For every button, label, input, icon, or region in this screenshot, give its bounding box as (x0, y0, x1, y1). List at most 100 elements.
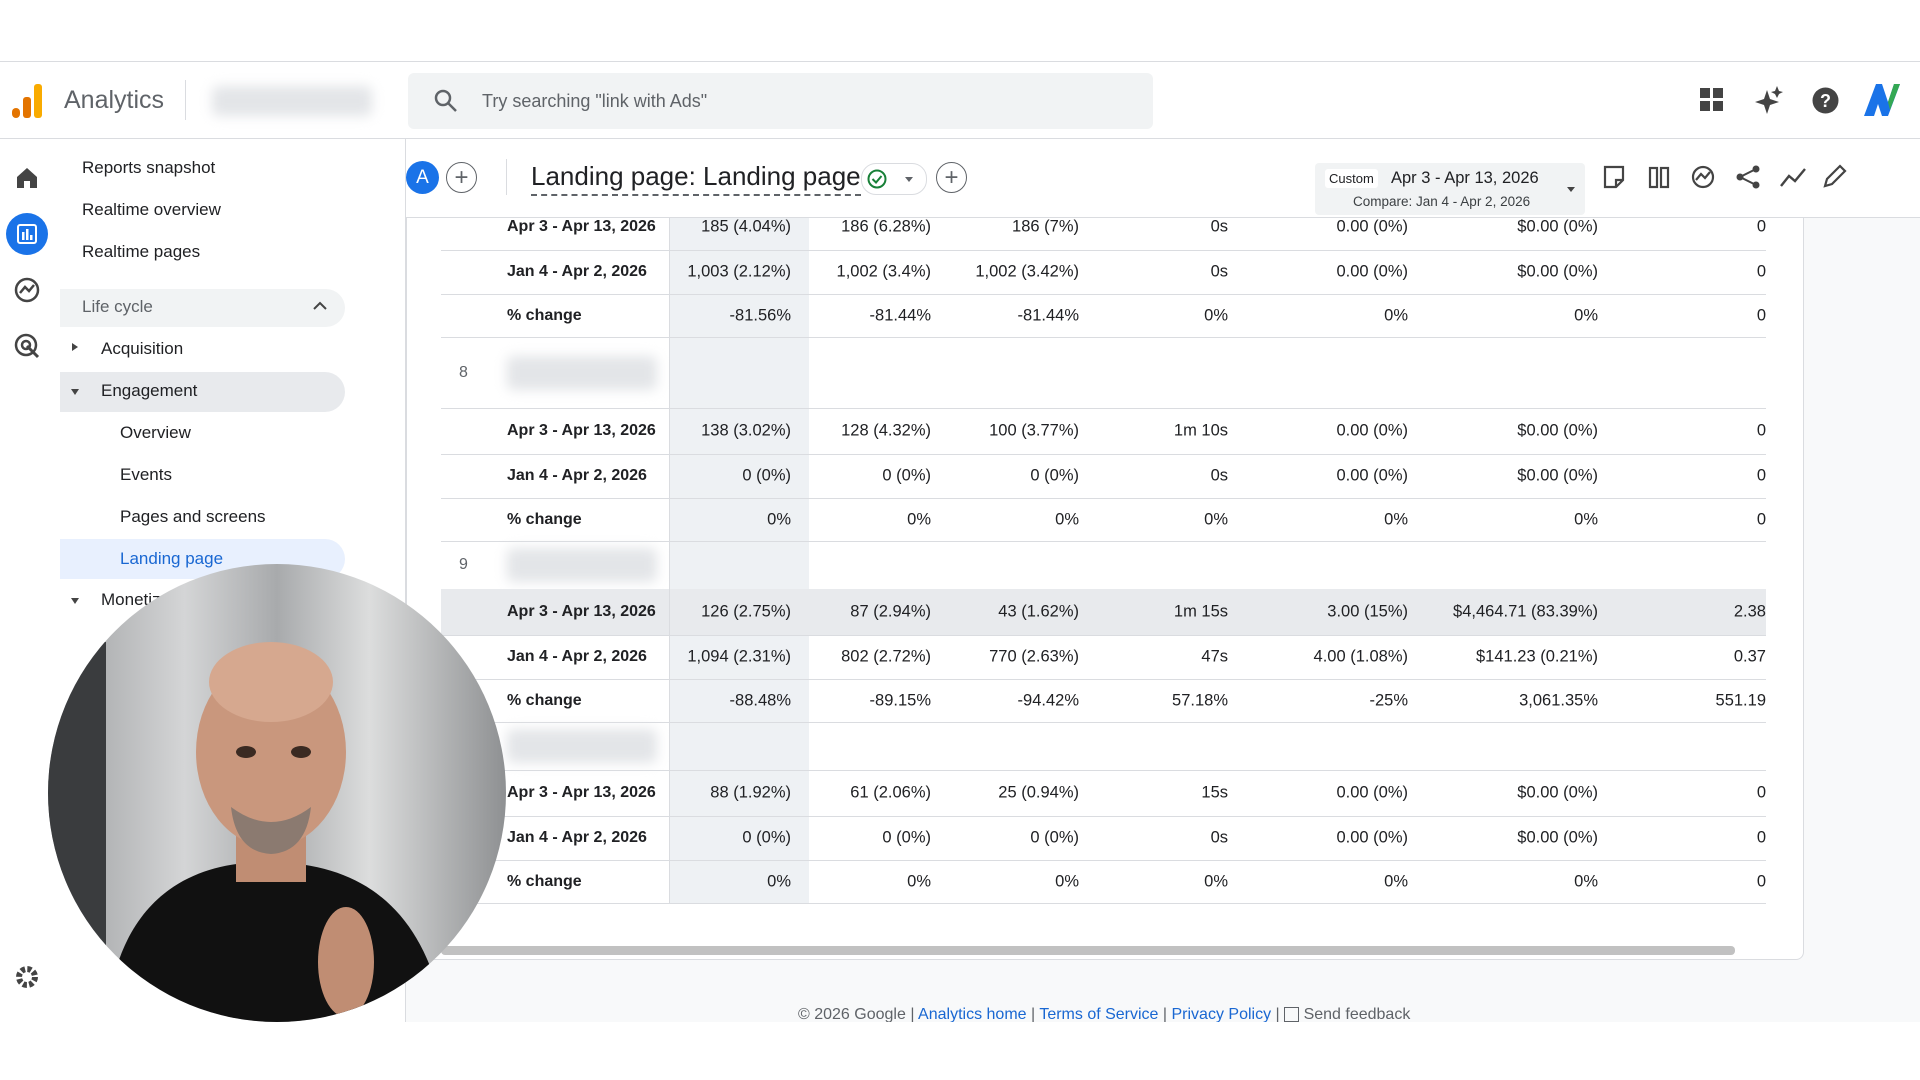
cell: $0.00 (0%) (1517, 783, 1598, 802)
group-header-row: 9 (441, 541, 1766, 590)
row-label: Jan 4 - Apr 2, 2026 (507, 648, 647, 665)
cell: 0s (1210, 217, 1228, 236)
bottom-band (0, 1022, 1920, 1080)
nav-subitem[interactable]: Pages and screens (120, 507, 266, 526)
cell: 0s (1210, 828, 1228, 847)
footer-link[interactable]: Analytics home (918, 1006, 1027, 1023)
explore-icon[interactable] (14, 277, 40, 303)
cell: 0 (1756, 217, 1766, 236)
label-column-border (669, 204, 670, 903)
footer-link[interactable]: Privacy Policy (1171, 1006, 1272, 1023)
home-icon[interactable] (15, 167, 39, 189)
cell: 0% (1055, 872, 1079, 890)
row-number: 8 (459, 363, 468, 381)
footer-link[interactable]: Terms of Service (1039, 1006, 1159, 1023)
row-label: Apr 3 - Apr 13, 2026 (507, 603, 656, 620)
help-icon[interactable]: ? (1812, 87, 1839, 114)
cell: 0.00 (0%) (1336, 466, 1408, 485)
search-icon (434, 89, 457, 112)
cell: $0.00 (0%) (1517, 262, 1598, 281)
account-avatar[interactable] (1864, 84, 1900, 116)
report-tools[interactable] (1601, 164, 1920, 192)
cell: 57.18% (1172, 691, 1228, 709)
row-label: % change (507, 306, 582, 324)
advertising-icon[interactable] (14, 333, 40, 359)
cell: 0% (1574, 306, 1598, 324)
table-row: Apr 3 - Apr 13, 2026 185 (4.04%) 186 (6.28… (441, 204, 1766, 251)
insights-icon[interactable] (1755, 86, 1783, 114)
cell: $4,464.71 (83.39%) (1453, 602, 1598, 621)
cell: 0.00 (0%) (1336, 262, 1408, 281)
cell: 0% (1384, 872, 1408, 890)
apps-icon[interactable] (1700, 88, 1724, 112)
cell: 100 (3.77%) (989, 421, 1079, 440)
cell: 138 (3.02%) (701, 421, 791, 440)
cell: -81.56% (729, 306, 791, 324)
cell: 1,094 (2.31%) (687, 647, 791, 666)
nav-item[interactable]: Reports snapshot (82, 158, 216, 177)
cell: -94.42% (1017, 691, 1079, 709)
cell: 802 (2.72%) (841, 647, 931, 666)
status-chip[interactable] (861, 163, 927, 195)
reports-icon[interactable] (5, 212, 49, 256)
cell: 0% (1574, 872, 1598, 890)
date-picker[interactable]: Custom Apr 3 - Apr 13, 2026 Compare: Jan… (1315, 163, 1585, 215)
report-title[interactable]: Landing page: Landing page (531, 161, 861, 196)
cell: 1m 15s (1173, 602, 1228, 621)
nav-subitem[interactable]: Overview (120, 423, 191, 442)
cell: 0 (1756, 421, 1766, 440)
blurred-property[interactable] (212, 86, 372, 116)
cell: 2.38 (1733, 602, 1766, 621)
nav-rail (0, 139, 59, 1022)
cell: 0% (1574, 510, 1598, 528)
cell: 770 (2.63%) (989, 647, 1079, 666)
section-bg (60, 289, 345, 327)
cell: 0.00 (0%) (1336, 421, 1408, 440)
cell: -88.48% (729, 691, 791, 709)
nav-group[interactable]: Acquisition (101, 339, 184, 358)
cell: 3.00 (15%) (1327, 602, 1408, 621)
cell: 0 (1756, 872, 1766, 890)
nav-item[interactable]: Realtime overview (82, 200, 221, 219)
cell: $0.00 (0%) (1517, 217, 1598, 236)
footer: © 2026 Google | Analytics home | Terms o… (798, 1006, 1411, 1023)
comparison-avatar[interactable]: A (406, 161, 439, 194)
cell: 0s (1210, 466, 1228, 485)
row-label: % change (507, 510, 582, 528)
cell: 1,002 (3.42%) (975, 262, 1079, 281)
settings-icon[interactable] (14, 964, 40, 990)
collapse-icon[interactable] (313, 301, 327, 311)
cell: 0.00 (0%) (1336, 828, 1408, 847)
nav-item[interactable]: Realtime pages (82, 242, 201, 261)
cell: 61 (2.06%) (850, 783, 931, 802)
check-icon (867, 169, 887, 189)
cell: 186 (7%) (1012, 217, 1079, 236)
cell: 0 (1756, 306, 1766, 324)
add-button[interactable]: + (936, 162, 967, 193)
add-comparison[interactable]: + (446, 162, 477, 193)
cell: 185 (4.04%) (701, 217, 791, 236)
nav-subitem[interactable]: Events (120, 465, 172, 484)
table-row: Jan 4 - Apr 2, 2026 1,094 (2.31%) 802 (2.7… (441, 635, 1766, 680)
footer-feedback[interactable]: Send feedback (1303, 1006, 1411, 1023)
row-label: % change (507, 872, 582, 890)
cell: 0 (1756, 510, 1766, 528)
svg-text:?: ? (1820, 91, 1831, 111)
group-header-row: 8 (441, 337, 1766, 409)
app-name: Analytics (64, 86, 165, 114)
search-box[interactable]: Try searching "link with Ads" (408, 73, 1153, 129)
nav-subitem-active[interactable]: Landing page (120, 549, 224, 568)
scrollbar[interactable] (441, 946, 1735, 955)
nav-group[interactable]: Engagement (101, 381, 198, 400)
section-header[interactable]: Life cycle (82, 297, 153, 316)
cell: 0% (1204, 306, 1228, 324)
table-row: Apr 3 - Apr 13, 2026 138 (3.02%) 128 (4.32… (441, 408, 1766, 455)
row-label: Apr 3 - Apr 13, 2026 (507, 422, 656, 439)
cell: -81.44% (869, 306, 931, 324)
table-row: % change 0% 0% 0% 0% 0% 0% 0 (441, 498, 1766, 542)
table-row: Apr 3 - Apr 13, 2026 88 (1.92%) 61 (2.06%)… (441, 770, 1766, 817)
logo (12, 84, 42, 118)
webcam-overlay (48, 564, 506, 1022)
cell: 88 (1.92%) (710, 783, 791, 802)
